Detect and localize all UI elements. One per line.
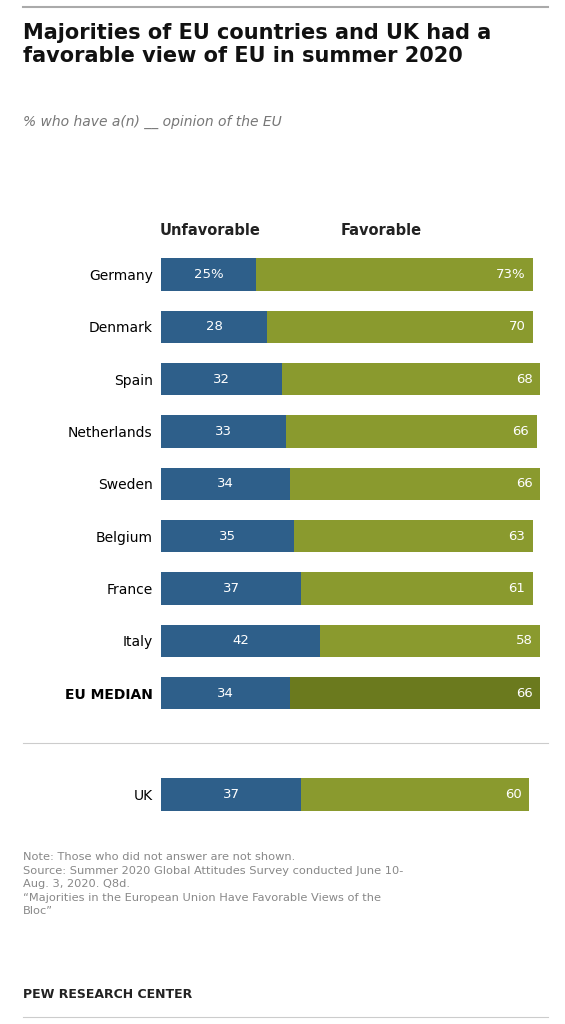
Bar xyxy=(161,310,267,343)
Text: 66: 66 xyxy=(516,687,533,699)
Text: 61: 61 xyxy=(508,582,525,595)
Bar xyxy=(161,416,286,447)
Text: 66: 66 xyxy=(512,425,529,438)
Text: 37: 37 xyxy=(223,788,240,801)
Text: 70: 70 xyxy=(508,321,525,334)
Text: % who have a(n) __ opinion of the EU: % who have a(n) __ opinion of the EU xyxy=(23,115,281,129)
Text: 63: 63 xyxy=(508,529,525,543)
Bar xyxy=(161,468,290,500)
Text: 35: 35 xyxy=(219,529,236,543)
Text: 34: 34 xyxy=(217,687,234,699)
Text: 32: 32 xyxy=(213,373,230,386)
Bar xyxy=(301,572,533,605)
Bar xyxy=(256,258,533,291)
Bar xyxy=(290,468,541,500)
Text: 42: 42 xyxy=(232,634,249,647)
Text: 66: 66 xyxy=(516,477,533,490)
Bar xyxy=(267,310,533,343)
Text: 34: 34 xyxy=(217,477,234,490)
Bar xyxy=(301,778,529,811)
Text: Favorable: Favorable xyxy=(341,222,421,238)
Bar xyxy=(282,362,541,395)
Bar xyxy=(161,362,282,395)
Text: Note: Those who did not answer are not shown.
Source: Summer 2020 Global Attitud: Note: Those who did not answer are not s… xyxy=(23,852,403,916)
Bar xyxy=(286,416,537,447)
Bar xyxy=(161,778,301,811)
Bar xyxy=(290,677,541,710)
Bar xyxy=(161,258,256,291)
Text: 28: 28 xyxy=(206,321,223,334)
Text: 33: 33 xyxy=(215,425,232,438)
Text: 58: 58 xyxy=(516,634,533,647)
Bar xyxy=(320,625,541,657)
Text: 37: 37 xyxy=(223,582,240,595)
Text: Majorities of EU countries and UK had a
favorable view of EU in summer 2020: Majorities of EU countries and UK had a … xyxy=(23,23,491,66)
Bar xyxy=(161,677,290,710)
Bar xyxy=(294,520,533,552)
Bar xyxy=(161,572,301,605)
Text: 68: 68 xyxy=(516,373,533,386)
Text: 60: 60 xyxy=(505,788,521,801)
Text: 73%: 73% xyxy=(496,268,525,281)
Bar xyxy=(161,625,320,657)
Text: PEW RESEARCH CENTER: PEW RESEARCH CENTER xyxy=(23,988,192,1001)
Text: 25%: 25% xyxy=(194,268,223,281)
Text: Unfavorable: Unfavorable xyxy=(160,222,261,238)
Bar xyxy=(161,520,294,552)
